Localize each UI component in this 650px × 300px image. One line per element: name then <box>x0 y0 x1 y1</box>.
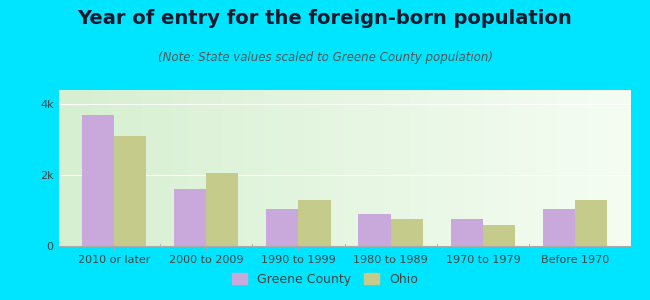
Bar <box>298 200 331 246</box>
Bar <box>575 200 608 246</box>
Bar <box>81 115 114 246</box>
Bar <box>266 209 298 246</box>
Text: Year of entry for the foreign-born population: Year of entry for the foreign-born popul… <box>77 9 573 28</box>
Legend: Greene County, Ohio: Greene County, Ohio <box>227 268 422 291</box>
Bar <box>114 136 146 246</box>
Bar <box>450 219 483 246</box>
Text: (Note: State values scaled to Greene County population): (Note: State values scaled to Greene Cou… <box>157 51 493 64</box>
Bar <box>358 214 391 246</box>
Bar <box>174 189 206 246</box>
Bar <box>483 225 515 246</box>
Bar <box>391 219 423 246</box>
Bar <box>543 209 575 246</box>
Bar <box>206 173 239 246</box>
